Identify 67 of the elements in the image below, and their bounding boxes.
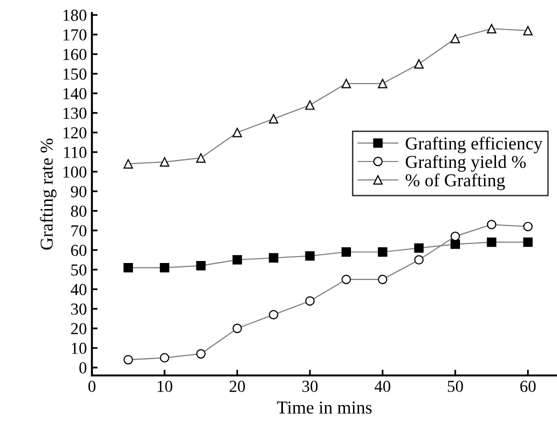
point	[124, 262, 133, 272]
y-tick-label: 120	[64, 127, 86, 138]
point	[196, 260, 206, 270]
point	[378, 78, 388, 88]
point	[450, 239, 460, 249]
y-tick-label: 90	[70, 186, 86, 198]
point	[232, 255, 242, 265]
point	[160, 262, 170, 272]
point	[486, 220, 496, 230]
x-tick-label: 0	[88, 380, 96, 392]
point	[305, 100, 315, 110]
legend-label: Grafting efficiency	[406, 136, 542, 154]
point	[450, 232, 460, 242]
y-tick-label: 130	[64, 108, 86, 119]
y-tick-label: 160	[64, 48, 86, 60]
x-axis-title: Time in mins	[276, 402, 372, 414]
point	[378, 247, 388, 257]
y-tick-label: 20	[71, 323, 86, 334]
x-tick-label: 30	[302, 380, 318, 392]
y-tick-label: 110	[64, 146, 86, 158]
point	[124, 355, 133, 364]
x-tick-label: 20	[230, 380, 245, 392]
point	[486, 24, 496, 34]
y-tick-label: 50	[71, 264, 86, 276]
point	[450, 34, 460, 44]
point	[196, 349, 206, 359]
x-tick-label: 40	[374, 380, 390, 392]
point	[268, 310, 278, 320]
x-tick-label: 10	[158, 380, 172, 392]
point	[342, 274, 351, 284]
point	[414, 255, 424, 265]
point	[268, 114, 278, 124]
y-tick-label: 80	[71, 206, 86, 217]
point	[414, 59, 424, 69]
y-tick-label: 70	[71, 225, 86, 236]
point	[486, 237, 496, 247]
point	[232, 324, 242, 334]
point	[160, 353, 170, 362]
y-tick-label: 140	[64, 88, 86, 100]
point	[523, 237, 533, 247]
x-tick-label: 50	[448, 380, 463, 392]
legend-label: % of Grafting	[406, 174, 505, 190]
y-tick-label: 30	[71, 304, 86, 315]
y-tick-label: 10	[72, 342, 86, 354]
y-tick-label: 180	[64, 10, 86, 21]
point	[305, 296, 315, 306]
point	[414, 243, 424, 253]
y-tick-label: 170	[64, 29, 86, 41]
y-tick-label: 150	[64, 68, 86, 80]
point	[523, 26, 533, 36]
y-tick-label: 60	[71, 244, 86, 256]
point	[378, 274, 388, 284]
point	[342, 78, 351, 88]
y-tick-label: 100	[64, 166, 86, 178]
point	[196, 153, 206, 163]
point	[305, 251, 315, 261]
x-tick-label: 60	[520, 380, 536, 392]
point	[232, 128, 242, 138]
y-tick-label: 40	[70, 284, 86, 296]
point	[268, 253, 278, 263]
legend-label: Grafting yield %	[406, 155, 526, 172]
y-axis-title: Grafting rate %	[40, 138, 56, 250]
point	[124, 159, 133, 169]
point	[160, 157, 170, 167]
point	[523, 222, 533, 232]
point	[342, 247, 351, 257]
y-tick-label: 0	[79, 362, 86, 374]
